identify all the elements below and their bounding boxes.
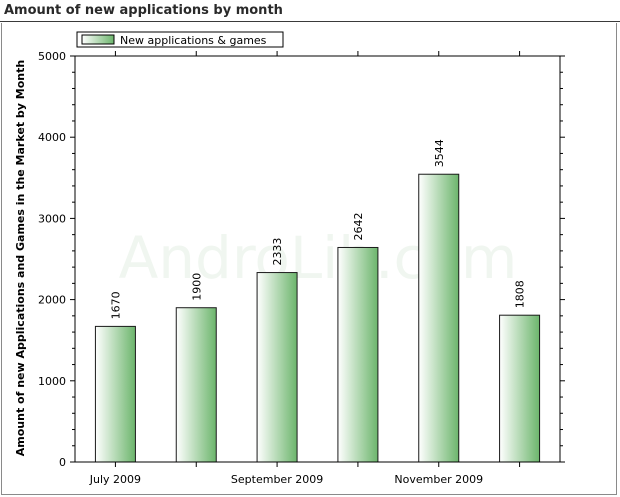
legend-label: New applications & games — [120, 34, 267, 47]
legend-box — [76, 31, 284, 48]
bar — [499, 314, 541, 463]
data-label: 2333 — [271, 238, 284, 266]
plot-area-border — [74, 55, 561, 463]
y-axis-label: Amount of new Applications and Games in … — [14, 60, 27, 456]
data-label: 1808 — [514, 280, 527, 308]
x-tick-label: November 2009 — [394, 473, 483, 486]
data-label: 1670 — [109, 291, 122, 319]
y-tick-label: 2000 — [38, 294, 66, 307]
bar — [337, 246, 379, 463]
bar — [94, 325, 136, 463]
x-axis-ticks: July 2009 September 2009 November 2009 — [89, 51, 521, 486]
y-tick-label: 4000 — [38, 131, 66, 144]
title-divider — [0, 21, 620, 22]
legend-swatch — [81, 34, 115, 45]
y-tick-label: 0 — [59, 456, 66, 469]
data-label: 2642 — [352, 212, 365, 240]
bar-series — [94, 173, 541, 463]
chart-frame — [1, 23, 617, 495]
bar — [418, 173, 460, 463]
x-tick-label: July 2009 — [89, 473, 141, 486]
y-tick-label: 1000 — [38, 375, 66, 388]
bar — [175, 307, 217, 463]
data-label: 1900 — [190, 273, 203, 301]
bar — [256, 272, 298, 463]
y-tick-label: 5000 — [38, 50, 66, 63]
x-tick-label: September 2009 — [231, 473, 323, 486]
data-label: 3544 — [433, 139, 446, 167]
legend: New applications & games — [76, 31, 284, 48]
data-labels: 1670 1900 2333 2642 3544 1808 — [109, 139, 526, 319]
y-tick-label: 3000 — [38, 212, 66, 225]
page-title: Amount of new applications by month — [4, 3, 283, 18]
